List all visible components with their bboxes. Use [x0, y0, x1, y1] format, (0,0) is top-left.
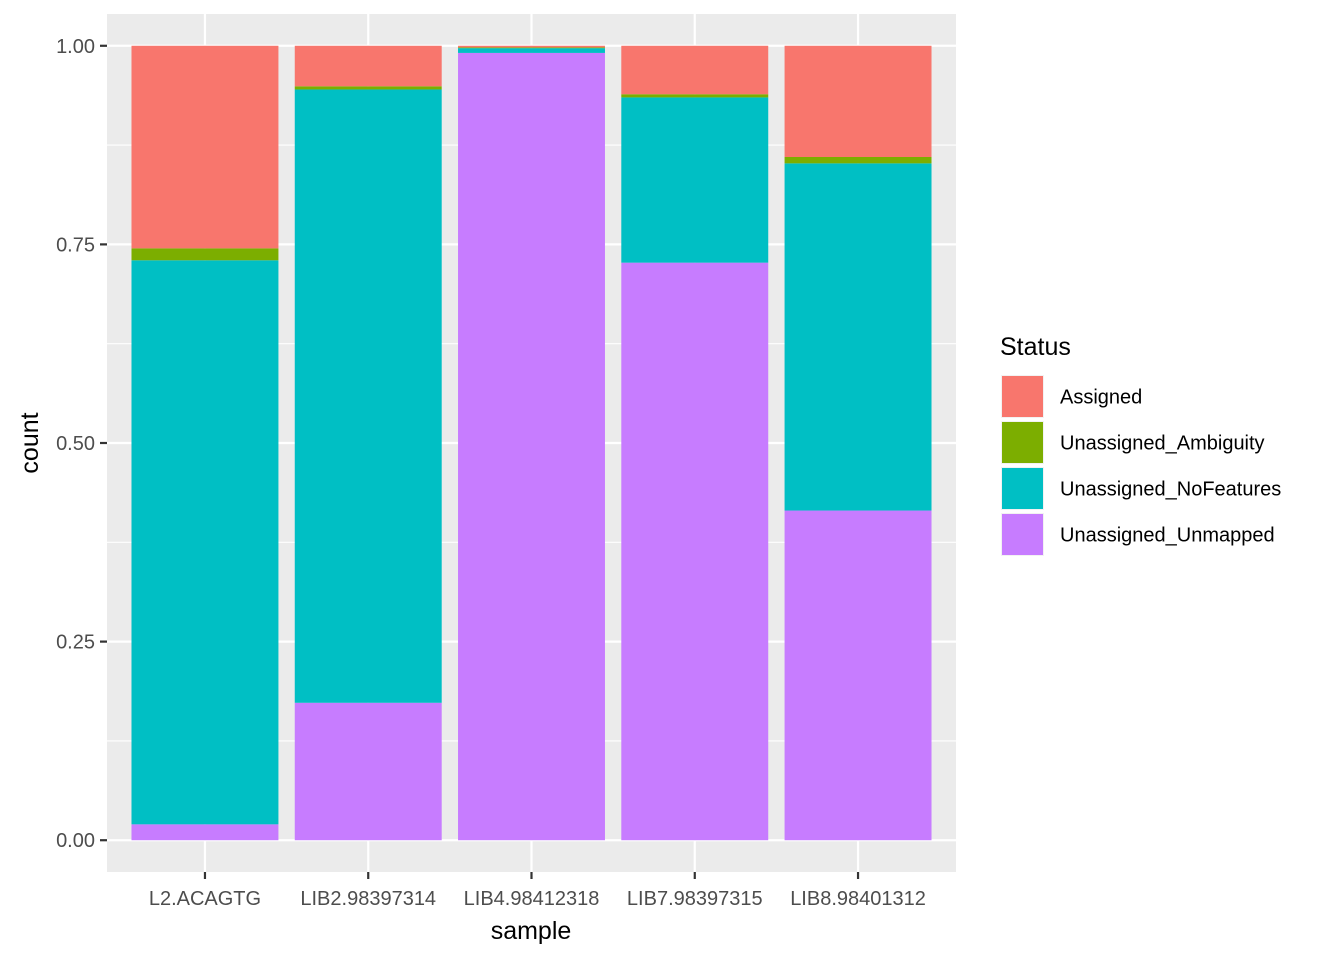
- legend-label: Unassigned_NoFeatures: [1060, 479, 1281, 501]
- x-tick-label: LIB4.98412318: [464, 888, 600, 910]
- y-tick-label: 0.75: [56, 234, 95, 256]
- bar-segment-unassigned-ambiguity: [784, 157, 932, 164]
- bar-segment-unassigned-unmapped: [621, 262, 769, 841]
- legend-swatch: [1002, 376, 1043, 417]
- y-axis-title: count: [16, 412, 44, 473]
- x-tick-label: LIB7.98397315: [627, 888, 763, 910]
- bar-segment-unassigned-unmapped: [294, 702, 442, 841]
- legend-label: Unassigned_Ambiguity: [1060, 433, 1265, 455]
- legend-label: Assigned: [1060, 387, 1142, 409]
- bar-segment-unassigned-nofeatures: [621, 97, 769, 263]
- bar-segment-unassigned-ambiguity: [294, 86, 442, 90]
- bars: [131, 45, 932, 841]
- legend-title: Status: [1000, 333, 1071, 361]
- legend: Status Assigned Unassigned_Ambiguity Unass…: [1000, 333, 1281, 556]
- x-tick-label: LIB8.98401312: [790, 888, 926, 910]
- bar-segment-unassigned-nofeatures: [784, 163, 932, 511]
- y-tick-label: 0.00: [56, 830, 95, 852]
- x-axis-title: sample: [491, 917, 572, 945]
- y-tick-label: 0.25: [56, 632, 95, 654]
- x-tick-label: LIB2.98397314: [300, 888, 436, 910]
- y-tick-label: 0.50: [56, 433, 95, 455]
- bar-segment-unassigned-nofeatures: [458, 48, 605, 53]
- legend-swatch: [1002, 422, 1043, 463]
- bar-segment-unassigned-ambiguity: [621, 94, 769, 98]
- bar-segment-unassigned-nofeatures: [131, 260, 279, 825]
- bar-segment-unassigned-unmapped: [131, 824, 279, 841]
- bar-segment-unassigned-unmapped: [784, 510, 932, 841]
- bar-segment-unassigned-ambiguity: [131, 248, 279, 261]
- bar-segment-assigned: [131, 45, 279, 249]
- bar-segment-assigned: [784, 45, 932, 157]
- legend-label: Unassigned_Unmapped: [1060, 525, 1275, 547]
- x-axis: L2.ACAGTG LIB2.98397314 LIB4.98412318 LIB7.…: [149, 872, 926, 910]
- y-tick-label: 1.00: [56, 36, 95, 58]
- legend-swatch: [1002, 514, 1043, 555]
- bar-segment-assigned: [294, 45, 442, 87]
- y-axis: 0.00 0.25 0.50 0.75 1.00: [56, 36, 107, 852]
- bar-segment-unassigned-nofeatures: [294, 89, 442, 703]
- bar-segment-assigned: [458, 45, 605, 48]
- bar-segment-unassigned-unmapped: [458, 52, 605, 841]
- bar-segment-assigned: [621, 45, 769, 95]
- x-tick-label: L2.ACAGTG: [149, 888, 261, 910]
- bar-segment-unassigned-ambiguity: [458, 47, 605, 49]
- legend-swatch: [1002, 468, 1043, 509]
